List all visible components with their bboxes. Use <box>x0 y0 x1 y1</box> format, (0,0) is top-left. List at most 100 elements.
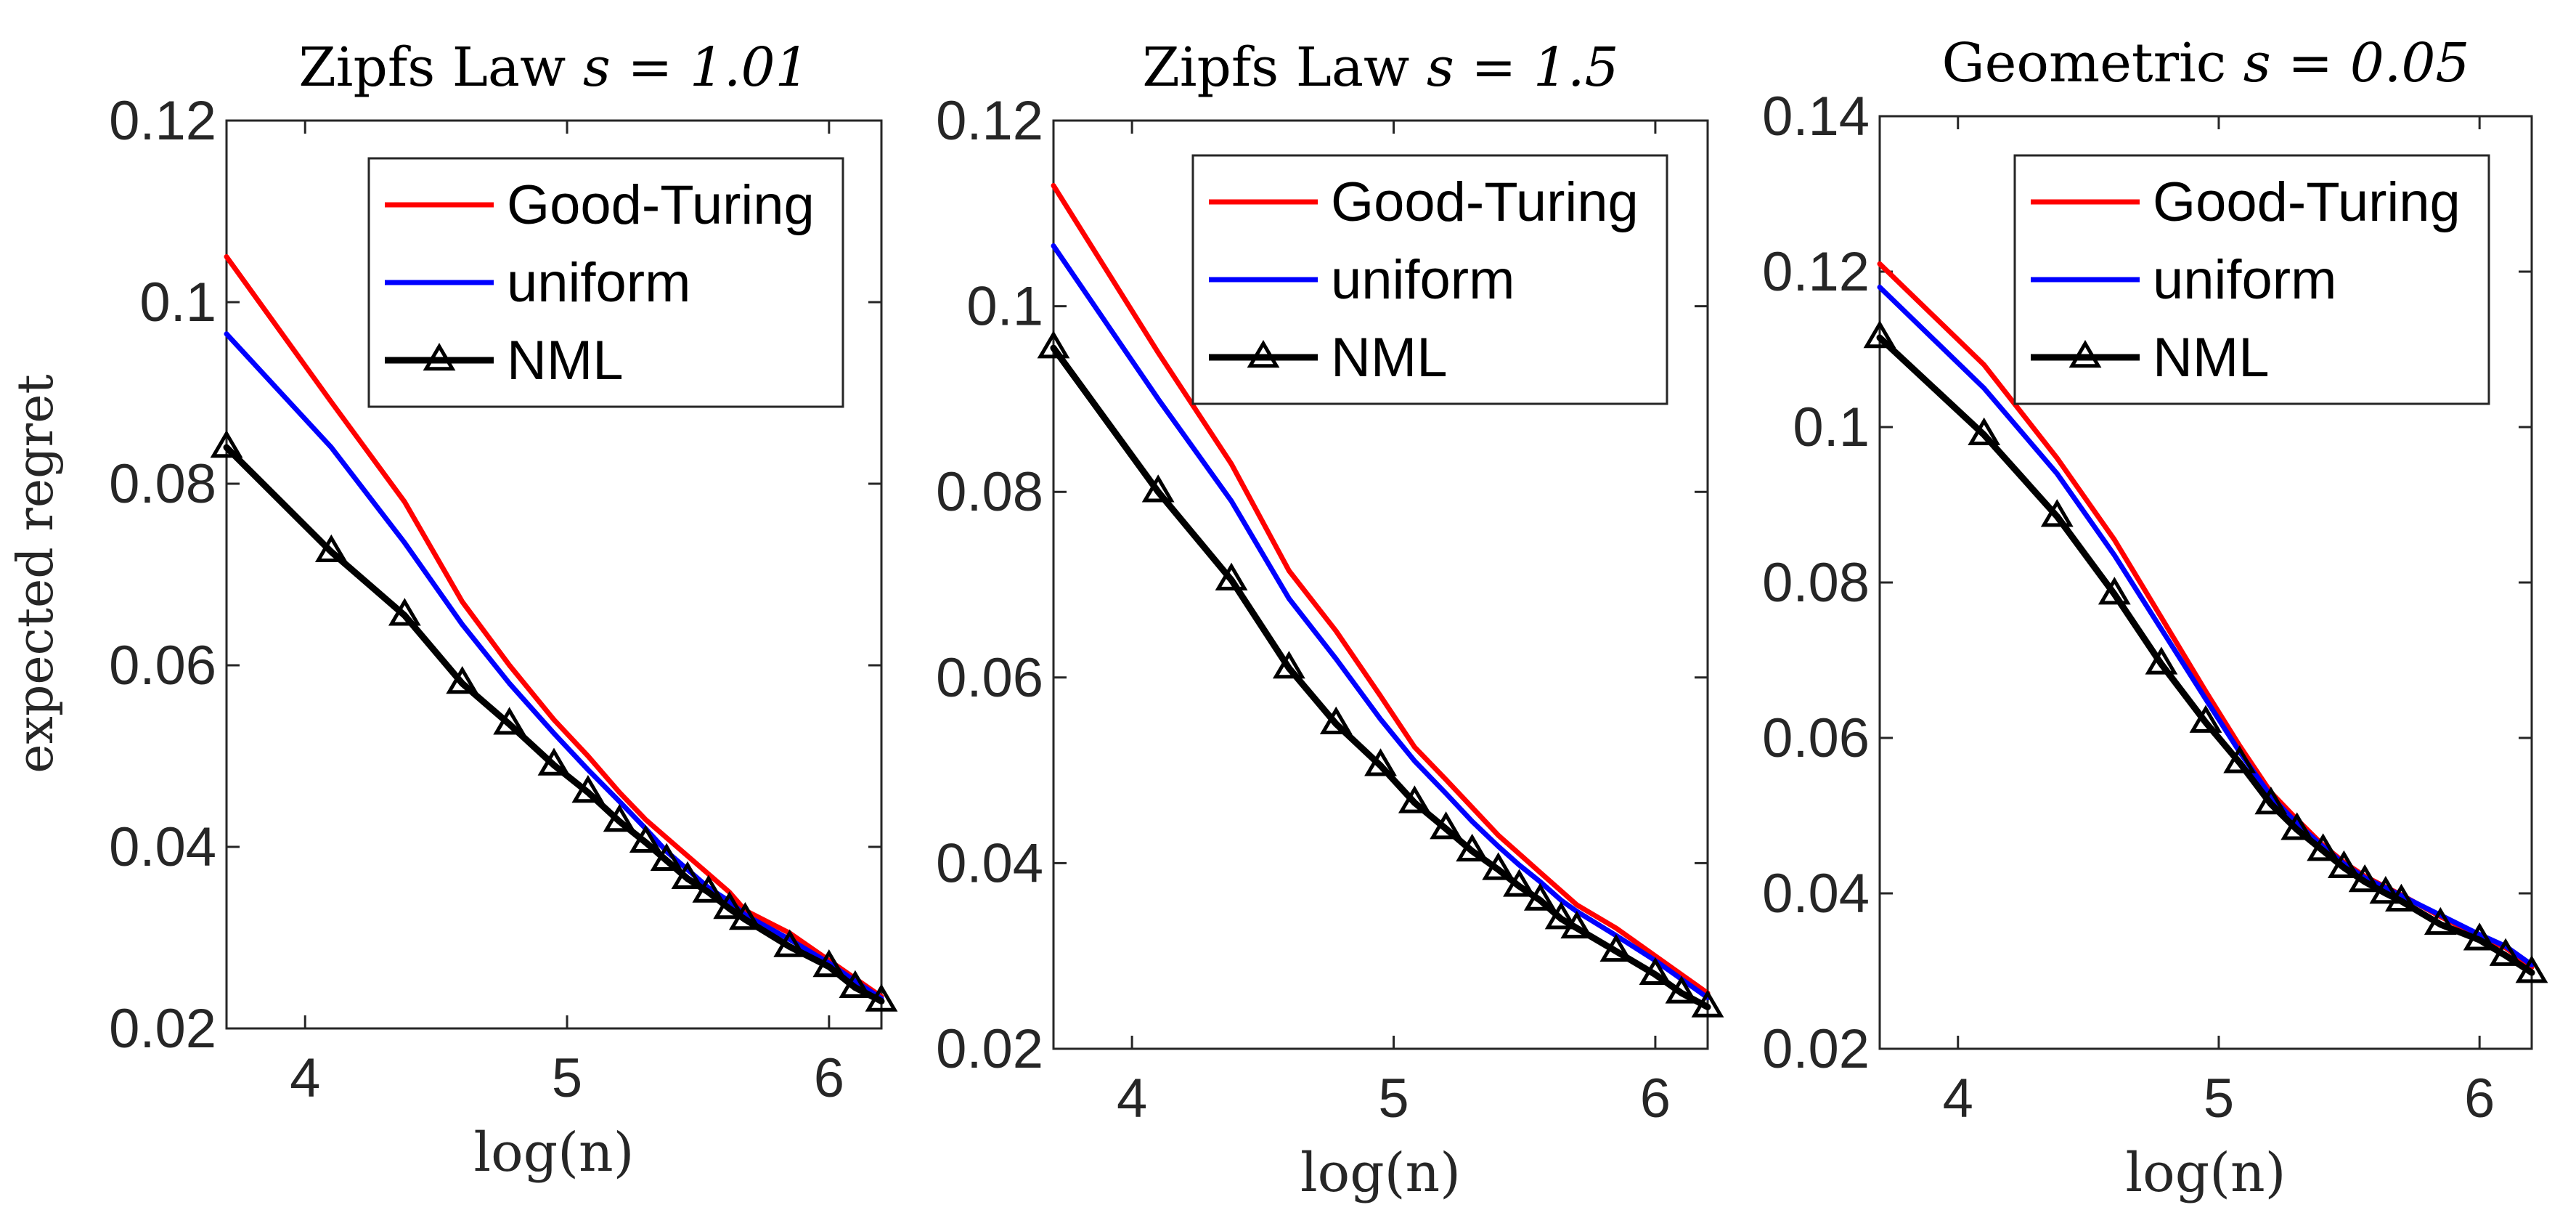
legend-label-nml: NML <box>507 330 623 391</box>
data-point-nml <box>650 843 683 872</box>
legend-label-uniform: uniform <box>507 252 690 314</box>
data-point-nml <box>314 534 348 563</box>
data-point-nml <box>1364 748 1397 776</box>
data-point-nml <box>2384 883 2418 912</box>
x-tick-label: 5 <box>1378 1068 1409 1129</box>
data-point-nml <box>1968 417 2001 445</box>
axes-box <box>1052 119 1709 1050</box>
data-point-nml <box>865 983 898 1012</box>
series-line-uniform <box>1051 243 1711 1001</box>
series-line-nml <box>1050 344 1711 1010</box>
data-point-nml <box>2223 745 2257 774</box>
y-tick-label: 0.08 <box>1762 552 1870 614</box>
legend-label-good-turing: Good-Turing <box>1331 171 1639 233</box>
chart-panel-geometric-0-05: Geometric s = 0.05 0.02 0.04 0.06 0.08 0.1 0.1… <box>1762 32 2548 1204</box>
x-tick-label: 5 <box>2204 1068 2234 1129</box>
y-axis-label: expected regret <box>7 374 65 774</box>
y-tick-label: 0.04 <box>109 816 216 878</box>
x-tick-label: 6 <box>1640 1068 1671 1129</box>
data-point-nml <box>2327 850 2360 878</box>
y-tick-label: 0.1 <box>1793 397 1870 458</box>
data-point-nml <box>713 891 746 920</box>
data-point-nml <box>1639 957 1672 986</box>
data-point-nml <box>388 598 421 626</box>
data-point-nml <box>773 929 807 957</box>
data-point-nml <box>1141 474 1175 503</box>
data-point-nml <box>2463 922 2496 951</box>
chart-title-math: s = 0.05 <box>2243 32 2470 94</box>
data-point-nml <box>1037 330 1070 359</box>
x-tick-label: 4 <box>1943 1068 1973 1129</box>
y-tick-label: 0.06 <box>1762 707 1870 769</box>
series-line-good-turing <box>1051 183 1711 996</box>
data-point-nml <box>839 970 872 999</box>
y-tick-label: 0.04 <box>1762 863 1870 925</box>
chart-title-math: s = 1.5 <box>1427 36 1619 99</box>
chart-title: Zipfs Law s = 1.01 <box>298 36 809 99</box>
x-axis-label: log(n) <box>2126 1142 2286 1204</box>
series-line-nml <box>1876 334 2535 976</box>
data-point-nml <box>2369 876 2402 904</box>
chart-title: Geometric s = 0.05 <box>1942 32 2470 94</box>
data-point-nml <box>1691 989 1724 1018</box>
data-point-nml <box>1523 882 1557 911</box>
y-tick-label: 0.06 <box>936 647 1043 709</box>
y-tick-label: 0.06 <box>109 635 216 697</box>
x-tick-label: 4 <box>1117 1068 1147 1129</box>
data-point-nml <box>2515 955 2548 983</box>
data-point-nml <box>1430 811 1463 840</box>
data-point-nml <box>2348 864 2381 893</box>
data-point-nml <box>2307 833 2340 861</box>
x-tick-label: 4 <box>290 1047 320 1109</box>
data-point-nml <box>2189 705 2222 733</box>
data-point-nml <box>537 747 571 776</box>
data-point-nml <box>629 824 662 853</box>
data-point-nml <box>692 874 725 903</box>
legend-label-nml: NML <box>2153 327 2269 389</box>
y-tick-label: 0.02 <box>1762 1018 1870 1080</box>
data-point-nml <box>1398 785 1431 813</box>
y-tick-label: 0.08 <box>109 453 216 515</box>
y-tick-label: 0.04 <box>936 832 1043 894</box>
legend-label-uniform: uniform <box>2153 249 2336 311</box>
data-point-nml <box>2281 812 2314 840</box>
y-tick-label: 0.02 <box>936 1018 1043 1080</box>
y-tick-label: 0.12 <box>1762 241 1870 303</box>
chart-title-text: Zipfs Law <box>298 36 582 99</box>
chart-title-math: s = 1.01 <box>583 36 810 99</box>
data-point-nml <box>2424 906 2457 935</box>
data-point-nml <box>571 775 605 803</box>
legend-marker-triangle <box>2068 340 2102 368</box>
data-point-nml <box>812 949 846 978</box>
data-point-nml <box>1456 833 1489 862</box>
data-point-nml <box>1599 933 1633 962</box>
data-point-nml <box>1503 869 1536 897</box>
data-point-nml <box>2040 499 2074 527</box>
data-point-nml <box>210 430 243 458</box>
data-point-nml <box>1482 852 1515 880</box>
chart-title: Zipfs Law s = 1.5 <box>1142 36 1618 99</box>
chart-title-text: Geometric <box>1942 32 2243 94</box>
y-tick-label: 0.1 <box>966 276 1043 338</box>
data-point-nml <box>1319 706 1353 734</box>
x-axis-label: log(n) <box>474 1121 635 1184</box>
data-point-nml <box>2145 646 2178 675</box>
data-point-nml <box>1863 320 1896 349</box>
legend-marker-triangle <box>1247 340 1280 368</box>
legend-label-uniform: uniform <box>1331 249 1515 311</box>
data-point-nml <box>671 861 704 890</box>
y-tick-label: 0.08 <box>936 461 1043 523</box>
data-point-nml <box>728 902 762 930</box>
x-tick-label: 6 <box>2464 1068 2495 1129</box>
legend-marker-triangle <box>423 343 456 371</box>
chart-title-text: Zipfs Law <box>1142 36 1426 99</box>
data-point-nml <box>2254 787 2288 815</box>
data-point-nml <box>603 804 636 832</box>
data-point-nml <box>446 666 479 694</box>
data-point-nml <box>2489 938 2522 966</box>
data-point-nml <box>1272 651 1305 679</box>
legend-label-good-turing: Good-Turing <box>507 174 815 236</box>
data-point-nml <box>1215 562 1248 590</box>
legend-label-nml: NML <box>1331 327 1447 389</box>
